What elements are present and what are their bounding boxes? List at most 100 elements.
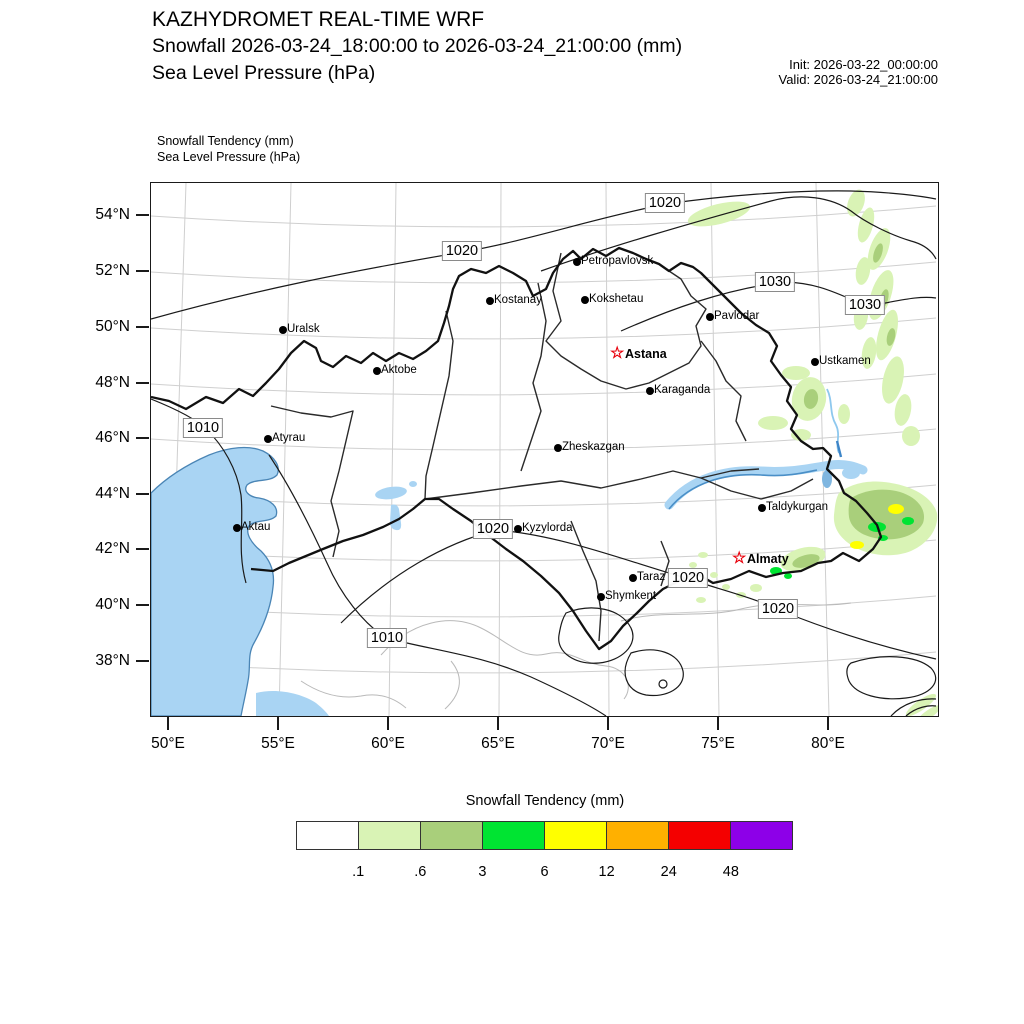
city-label: Uralsk <box>287 323 320 335</box>
city-label: Astana <box>625 347 667 361</box>
capital-star-icon: ☆ <box>610 345 625 362</box>
colorbar-cell <box>545 822 607 849</box>
pressure-contour-label: 1030 <box>754 272 796 292</box>
colorbar-cell <box>421 822 483 849</box>
lon-label: 60°E <box>371 735 405 752</box>
snowfall-patches <box>687 189 938 716</box>
irtysh-river <box>826 388 843 458</box>
pressure-contour-label: 1030 <box>844 295 886 315</box>
pressure-contour-label: 1010 <box>182 418 224 438</box>
city-dot <box>573 258 581 266</box>
city-label: Kyzylorda <box>522 522 573 534</box>
lat-tick <box>136 214 149 216</box>
lon-tick <box>387 716 389 730</box>
init-time: Init: 2026-03-22_00:00:00 <box>789 57 938 72</box>
legend-line-pressure: Sea Level Pressure (hPa) <box>157 149 301 164</box>
city-label: Zheskazgan <box>562 441 625 453</box>
colorbar <box>296 821 793 850</box>
lon-tick <box>717 716 719 730</box>
city-label: Kokshetau <box>589 293 644 305</box>
lat-label: 42°N <box>95 540 130 557</box>
page-title: KAZHYDROMET REAL-TIME WRF <box>152 8 485 31</box>
colorbar-cell <box>607 822 669 849</box>
colorbar-cell <box>359 822 421 849</box>
city-dot <box>646 387 654 395</box>
lat-tick <box>136 270 149 272</box>
city-dot <box>706 313 714 321</box>
city-dot <box>486 297 494 305</box>
city-dot <box>233 524 241 532</box>
city-dot <box>758 504 766 512</box>
pressure-contour-label: 1020 <box>441 241 483 261</box>
lon-tick <box>827 716 829 730</box>
colorbar-tick-label: .1 <box>352 864 365 880</box>
lat-tick <box>136 660 149 662</box>
weather-map <box>150 182 939 717</box>
city-dot <box>264 435 272 443</box>
pressure-contour-label: 1020 <box>667 568 709 588</box>
city-label: Pavlodar <box>714 310 760 322</box>
run-times: Init: 2026-03-22_00:00:00 Valid: 2026-03… <box>779 57 939 87</box>
lat-tick <box>136 493 149 495</box>
colorbar-tick-label: 3 <box>478 864 487 880</box>
pressure-contour-label: 1020 <box>472 519 514 539</box>
lat-label: 44°N <box>95 485 130 502</box>
city-dot <box>581 296 589 304</box>
city-label: Taraz <box>637 571 666 583</box>
title-block: KAZHYDROMET REAL-TIME WRF Snowfall 2026-… <box>152 6 682 87</box>
lat-label: 40°N <box>95 596 130 613</box>
city-dot <box>554 444 562 452</box>
city-dot <box>629 574 637 582</box>
city-dot <box>811 358 819 366</box>
city-label: Atyrau <box>272 432 306 444</box>
lat-tick <box>136 604 149 606</box>
lon-tick <box>277 716 279 730</box>
city-label: Taldykurgan <box>766 501 829 513</box>
lon-label: 80°E <box>811 735 845 752</box>
capital-star-icon: ☆ <box>732 550 747 567</box>
lat-tick <box>136 548 149 550</box>
colorbar-cell <box>731 822 792 849</box>
lat-tick <box>136 382 149 384</box>
lat-label: 48°N <box>95 374 130 391</box>
pressure-subtitle: Sea Level Pressure (hPa) <box>152 62 376 84</box>
city-label: Petropavlovsk <box>581 255 654 267</box>
lat-label: 46°N <box>95 429 130 446</box>
colorbar-cell <box>669 822 731 849</box>
lon-label: 65°E <box>481 735 515 752</box>
aral-sea <box>375 481 417 531</box>
lon-label: 55°E <box>261 735 295 752</box>
pressure-contour-label: 1020 <box>757 599 799 619</box>
lon-tick <box>167 716 169 730</box>
lat-label: 50°N <box>95 318 130 335</box>
city-dot <box>514 525 522 533</box>
colorbar-tick-label: 48 <box>722 864 739 880</box>
pressure-contour-label: 1020 <box>644 193 686 213</box>
lat-tick <box>136 326 149 328</box>
city-dot <box>279 326 287 334</box>
field-legend: Snowfall Tendency (mm) Sea Level Pressur… <box>157 134 300 165</box>
lon-tick <box>497 716 499 730</box>
colorbar-cell <box>297 822 359 849</box>
colorbar-cell <box>483 822 545 849</box>
colorbar-tick-label: 6 <box>540 864 549 880</box>
lat-tick <box>136 437 149 439</box>
city-label: Shymkent <box>605 590 657 602</box>
map-canvas <box>151 183 938 716</box>
lon-label: 75°E <box>701 735 735 752</box>
country-border <box>151 246 883 651</box>
city-label: Kostanay <box>494 294 542 306</box>
city-label: Aktau <box>241 521 271 533</box>
oblast-borders <box>270 252 814 642</box>
lat-label: 38°N <box>95 652 130 669</box>
caspian-sea <box>151 446 329 716</box>
valid-time: Valid: 2026-03-24_21:00:00 <box>778 72 939 87</box>
city-dot <box>597 593 605 601</box>
city-label: Almaty <box>747 552 789 566</box>
caspian-south-lobe <box>256 691 329 716</box>
colorbar-tick-label: 12 <box>598 864 615 880</box>
legend-line-snowfall: Snowfall Tendency (mm) <box>157 134 294 148</box>
colorbar-tick-label: .6 <box>414 864 427 880</box>
snowfall-heavy <box>770 517 914 579</box>
snowfall-intense <box>850 504 904 549</box>
